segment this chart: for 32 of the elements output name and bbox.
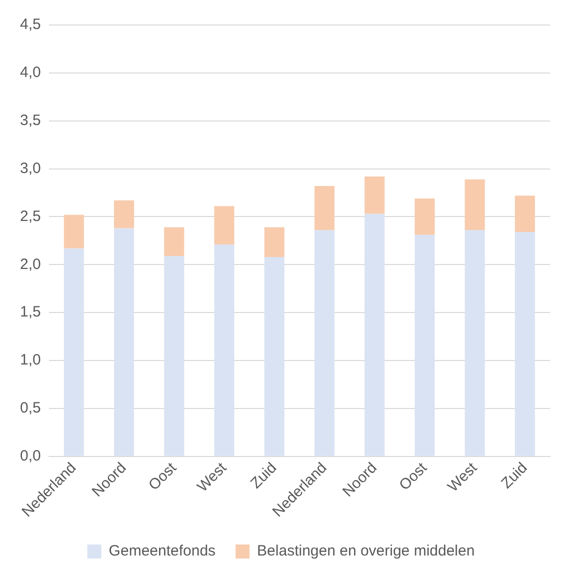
bar: [314, 230, 335, 456]
bar: [264, 227, 284, 257]
y-tick-label: 0,0: [20, 447, 41, 464]
bar: [464, 230, 485, 456]
bar: [264, 256, 284, 456]
bar: [364, 214, 385, 456]
bar: [314, 186, 335, 230]
bar: [214, 244, 234, 456]
y-tick-label: 1,5: [20, 304, 41, 321]
bar: [464, 179, 485, 230]
y-tick-label: 0,5: [20, 400, 41, 417]
y-tick-label: 1,0: [20, 352, 41, 369]
bar: [514, 232, 535, 456]
bar: [514, 196, 535, 232]
bar: [214, 206, 234, 244]
y-tick-label: 3,0: [20, 160, 41, 177]
bar: [164, 227, 184, 256]
y-tick-label: 4,5: [20, 16, 41, 34]
bar: [64, 248, 84, 456]
y-tick-label: 4,0: [20, 64, 41, 82]
bar: [64, 214, 84, 248]
bar: [414, 198, 435, 235]
bar: [164, 256, 184, 456]
bar: [364, 176, 385, 214]
legend-label: Gemeentefonds: [108, 542, 216, 560]
bar: [114, 200, 134, 228]
y-tick-label: 2,0: [20, 256, 41, 273]
legend-label: Belastingen en overige middelen: [257, 542, 475, 560]
y-tick-label: 3,5: [20, 112, 41, 129]
bar: [114, 228, 134, 456]
bar: [414, 234, 435, 456]
y-tick-label: 2,5: [20, 208, 41, 225]
